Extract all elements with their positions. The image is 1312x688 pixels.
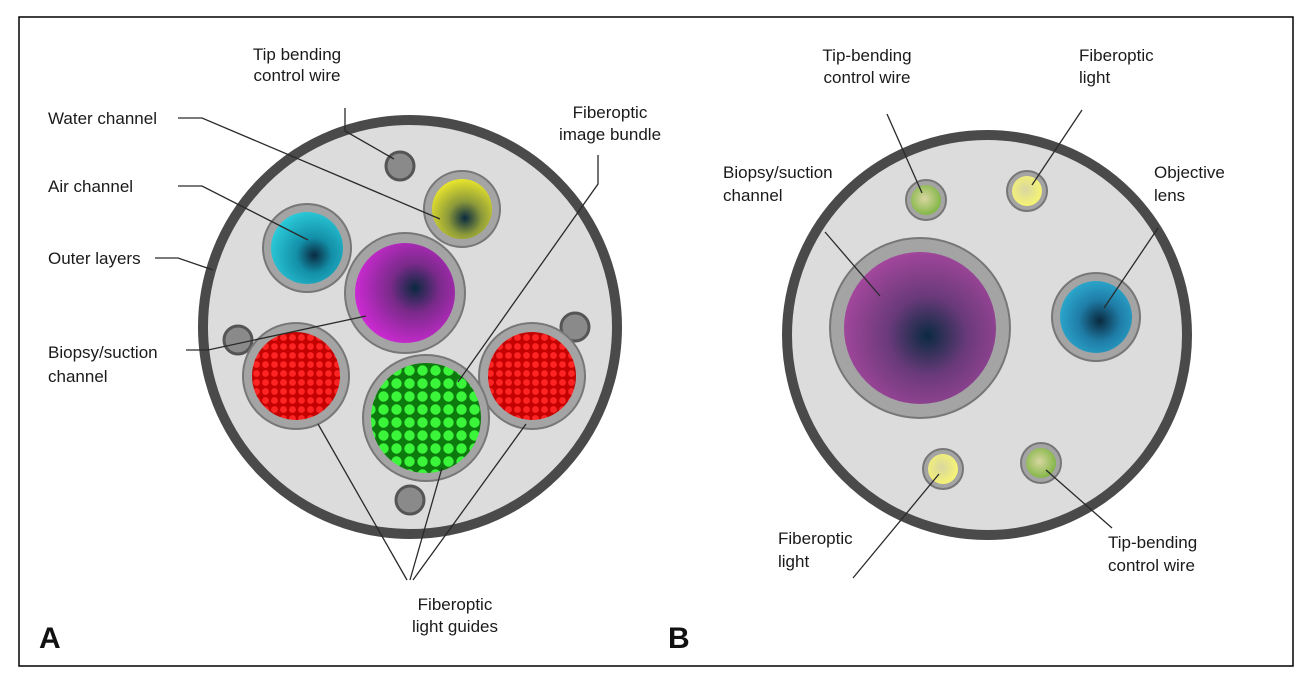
label-water-channel: Water channel [48,109,157,128]
leader-b-objective [1103,227,1159,309]
panel-b-wire-top [911,185,941,215]
label-b-biopsy-line2: channel [723,186,783,205]
panel-b-biopsy-channel [844,252,996,404]
leader-b-tip-wire-top [886,113,923,194]
label-b-tip-wire-top-line1: Tip-bending [822,46,911,65]
panel-a-light-guide-right [488,332,576,420]
panel-a-wire-lumen-left [222,324,254,356]
label-b-light-top-line2: light [1079,68,1110,87]
label-light-guides-line1: Fiberoptic [418,595,493,614]
label-b-biopsy-line1: Biopsy/suction [723,163,833,182]
label-b-objective-line2: lens [1154,186,1185,205]
leader-air-channel [178,185,309,241]
leader-outer-layers [155,257,214,271]
panel-b-wire-bottom [1026,448,1056,478]
label-air-channel: Air channel [48,177,133,196]
leader-light-guide-left [317,423,408,581]
leader-tip-wire [344,108,395,160]
panel-a-light-guide-left [252,332,340,420]
label-b-light-bottom-line2: light [778,552,809,571]
panel-a-water-channel [432,179,492,239]
label-light-guides-line2: light guides [412,617,498,636]
label-tip-wire-line2: control wire [254,66,341,85]
panel-b-letter: B [668,622,690,655]
label-image-bundle-line2: image bundle [559,125,661,144]
panel-a-biopsy-channel [355,243,455,343]
label-b-light-top-line1: Fiberoptic [1079,46,1154,65]
panel-a-wire-lumen-bottom [394,484,426,516]
panel-b: Tip-bending control wire Fiberoptic ligh… [668,46,1225,655]
label-biopsy-line1: Biopsy/suction [48,343,158,362]
label-biopsy-line2: channel [48,367,108,386]
leader-b-tip-wire-bottom [1045,469,1113,529]
leader-b-light-top [1031,109,1083,186]
label-tip-wire-line1: Tip bending [253,45,341,64]
panel-b-light-top [1012,176,1042,206]
leader-water-channel [178,117,441,220]
panel-a-wire-lumen-right [559,311,591,343]
label-b-tip-wire-top-line2: control wire [824,68,911,87]
label-b-tip-wire-bottom-line1: Tip-bending [1108,533,1197,552]
label-image-bundle-line1: Fiberoptic [573,103,648,122]
label-outer-layers: Outer layers [48,249,141,268]
panel-b-objective-lens [1060,281,1132,353]
label-b-tip-wire-bottom-line2: control wire [1108,556,1195,575]
panel-a: Tip bending control wire Water channel A… [39,45,661,655]
panel-a-letter: A [39,622,61,655]
panel-b-light-bottom [928,454,958,484]
leader-b-biopsy [824,231,881,297]
label-b-light-bottom-line1: Fiberoptic [778,529,853,548]
panel-a-image-bundle [371,363,481,473]
panel-a-air-channel [271,212,343,284]
leader-image-bundle [457,155,599,383]
label-b-objective-line1: Objective [1154,163,1225,182]
leader-b-light-bottom [852,473,940,579]
leader-biopsy-channel [186,315,367,351]
leader-light-guide-center [409,467,443,581]
leader-light-guide-right [412,423,527,581]
